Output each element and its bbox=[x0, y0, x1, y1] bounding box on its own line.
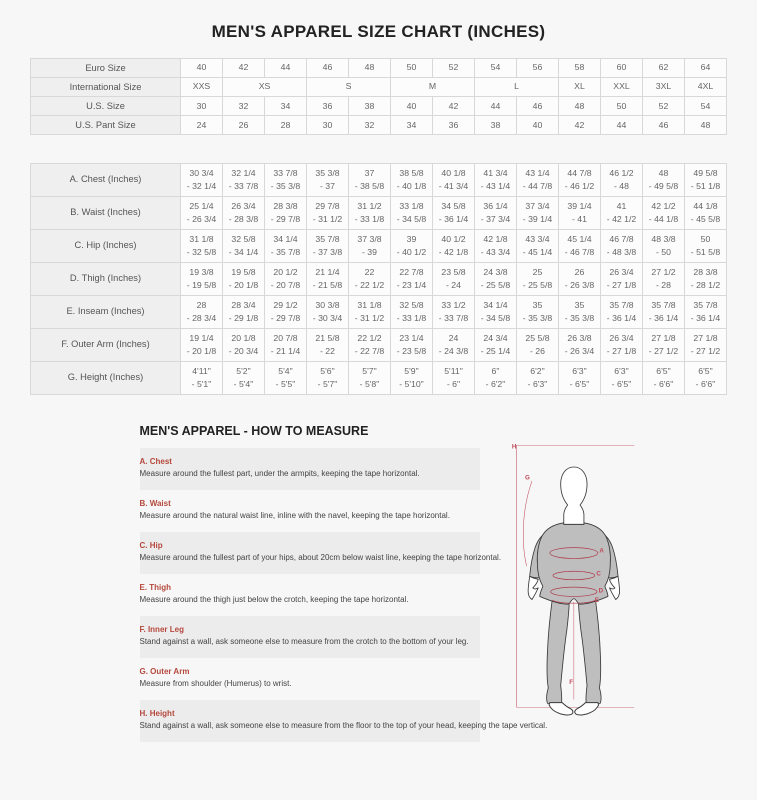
svg-text:F: F bbox=[569, 679, 573, 686]
svg-text:G: G bbox=[525, 475, 530, 482]
svg-text:D: D bbox=[598, 588, 603, 595]
svg-text:C: C bbox=[596, 571, 601, 578]
svg-text:A: A bbox=[599, 548, 604, 555]
svg-text:H: H bbox=[511, 444, 516, 451]
svg-text:E: E bbox=[594, 597, 598, 604]
